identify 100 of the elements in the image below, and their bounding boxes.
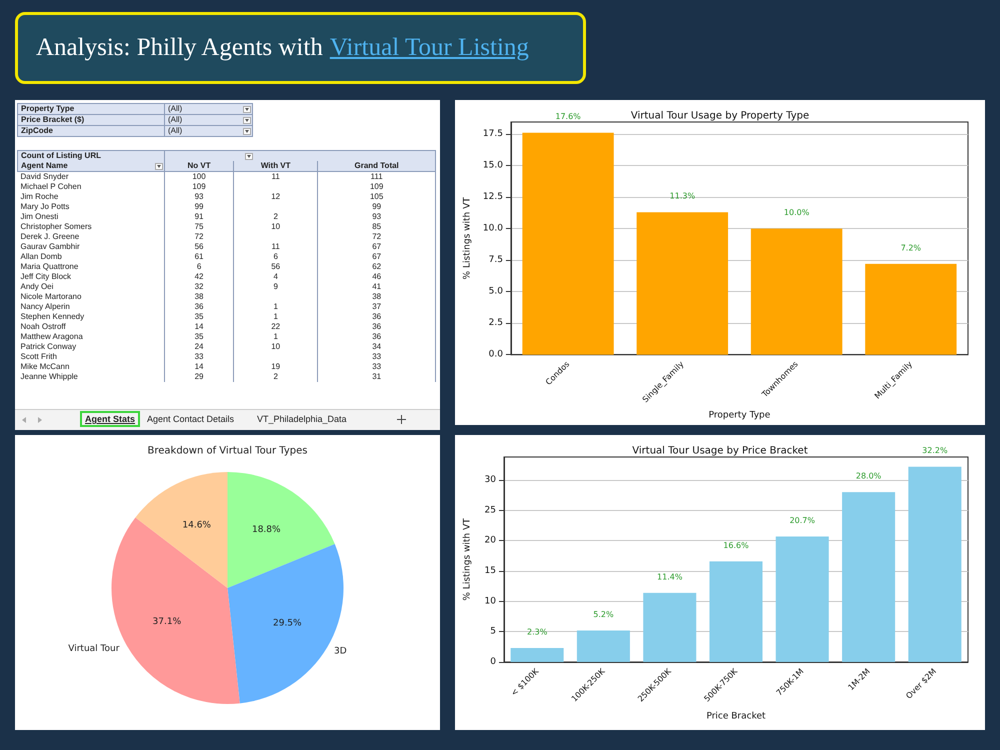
bar: [750, 228, 842, 355]
data-label: 32.2%: [922, 446, 948, 456]
data-label: 11.4%: [657, 572, 683, 582]
data-label: 56: [234, 262, 318, 272]
data-label: 37: [318, 302, 436, 312]
data-label: 33: [318, 352, 436, 362]
data-label: 91: [164, 212, 234, 222]
bar: [709, 561, 763, 662]
text: (All): [164, 126, 252, 136]
bar: [522, 132, 614, 355]
data-label: 17.6%: [555, 112, 582, 122]
data-label: 75: [164, 222, 234, 232]
category-label: Michael P Cohen: [18, 182, 164, 192]
data-label: 109: [318, 182, 436, 192]
bar: [643, 592, 696, 662]
category-label: Allan Domb: [18, 252, 164, 262]
data-label: 99: [318, 202, 436, 212]
category-label: David Snyder: [18, 172, 164, 182]
data-label: 14.6%: [182, 520, 212, 531]
data-label: 35: [164, 312, 234, 322]
data-label: 2: [234, 212, 318, 222]
data-label: 22: [234, 322, 318, 332]
category-label: Christopher Somers: [18, 222, 164, 232]
data-label: 1: [234, 332, 318, 342]
text: Analysis: Philly Agents with: [36, 34, 323, 62]
data-label: 14: [164, 362, 234, 372]
bar: [510, 648, 564, 662]
category-label: Stephen Kennedy: [18, 312, 164, 322]
data-label: 42: [164, 272, 234, 282]
data-label: 6: [234, 252, 318, 262]
data-label: 33: [164, 352, 234, 362]
text: With VT: [234, 161, 318, 172]
text: (All): [164, 114, 252, 126]
data-label: 56: [164, 242, 234, 252]
category-label: Jeanne Whipple: [18, 372, 164, 382]
data-label: 36: [318, 332, 436, 342]
category-label: Gaurav Gambhir: [18, 242, 164, 252]
y-tick-label: 25: [484, 505, 496, 516]
y-tick-label: 17.5: [482, 128, 503, 139]
data-label: 29.5%: [273, 618, 302, 629]
y-tick-label: 7.5: [488, 255, 503, 266]
bar: [908, 466, 962, 662]
data-label: 93: [164, 192, 234, 202]
chart-title: Breakdown of Virtual Tour Types: [148, 446, 308, 456]
y-tick-label: 10.0: [482, 224, 504, 234]
data-label: 32: [164, 282, 234, 292]
bar: [865, 264, 957, 355]
data-label: 5.2%: [593, 610, 614, 619]
data-label: 72: [164, 232, 234, 242]
data-label: 6: [164, 262, 234, 272]
y-tick-label: 2.5: [488, 318, 503, 328]
category-label: Patrick Conway: [18, 342, 164, 352]
bar: [842, 492, 896, 662]
data-label: 109: [164, 182, 234, 192]
data-label: 2: [234, 372, 318, 382]
data-label: 105: [318, 192, 436, 202]
data-label: 18.8%: [252, 525, 281, 536]
data-label: 99: [164, 202, 234, 212]
category-label: Andy Oei: [18, 282, 164, 292]
chart-title: Virtual Tour Usage by Property Type: [630, 110, 810, 122]
category-label: Jim Onesti: [18, 212, 164, 222]
data-label: 36: [318, 322, 436, 332]
data-label: 67: [318, 242, 436, 252]
slice-label: Virtual Tour: [68, 644, 120, 654]
data-label: 34: [318, 342, 436, 352]
category-label: Derek J. Greene: [18, 232, 164, 242]
data-label: 11.3%: [670, 192, 696, 201]
text: Grand Total: [318, 161, 436, 172]
x-axis-title: Price Bracket: [706, 712, 766, 722]
text: VT_Philadelphia_Data: [257, 414, 347, 424]
category-label: Nicole Martorano: [18, 292, 164, 302]
data-label: 31: [318, 372, 436, 382]
data-label: 93: [318, 212, 436, 222]
data-label: 37.1%: [152, 617, 182, 628]
text: (All): [164, 104, 252, 114]
category-label: Maria Quattrone: [18, 262, 164, 272]
x-axis-title: Property Type: [708, 410, 771, 420]
data-label: 4: [234, 272, 318, 282]
category-label: Jeff City Block: [18, 272, 164, 282]
text: Virtual Tour Listing: [330, 34, 529, 62]
y-axis-title: % Listings with VT: [462, 518, 472, 601]
text: ZipCode: [18, 126, 164, 136]
category-label: Scott Frith: [18, 352, 164, 362]
slice-label: 3D: [334, 646, 347, 656]
category-label: Noah Ostroff: [18, 322, 164, 332]
text: Count of Listing URL: [18, 150, 164, 161]
y-tick-label: 30: [484, 475, 496, 486]
series-label: No VT: [164, 161, 234, 172]
data-label: 11: [234, 242, 318, 252]
text: Agent Name: [18, 161, 164, 172]
text: Agent Contact Details: [147, 414, 234, 424]
data-label: 16.6%: [723, 540, 750, 550]
y-axis-title: % Listings with VT: [462, 196, 472, 280]
y-tick-label: 12.5: [482, 192, 503, 202]
data-label: 2.3%: [526, 628, 548, 637]
data-label: 1: [234, 302, 318, 312]
y-tick-label: 5.0: [488, 286, 504, 297]
data-label: 19: [234, 362, 318, 372]
data-label: 7.2%: [900, 243, 922, 252]
y-tick-label: 0.0: [488, 350, 504, 360]
